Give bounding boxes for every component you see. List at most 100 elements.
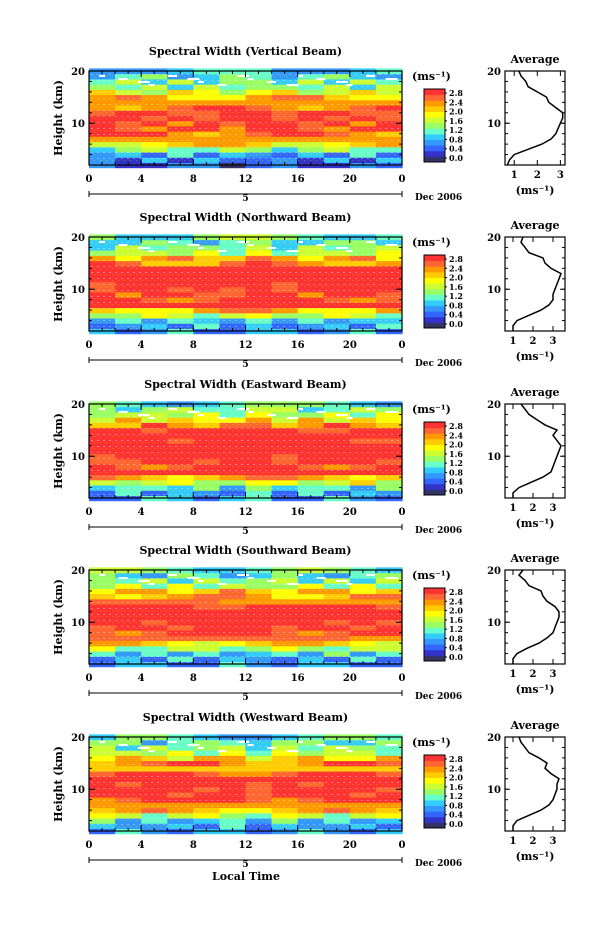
colorbar-swatch [424,805,445,812]
average-frame [504,70,566,166]
missing-data [316,744,326,746]
colorbar [424,422,445,496]
x-tick-label: 20 [343,340,357,351]
x-tick-label: 0 [399,507,406,518]
colorbar-swatch [424,288,445,295]
heatmap-texture [89,737,402,831]
colorbar-tick-label: 2.4 [449,763,463,773]
colorbar-swatch [424,649,445,656]
missing-data [148,583,155,585]
missing-data [336,414,348,416]
missing-data [366,408,375,410]
colorbar-tick-label: 2.8 [449,587,463,597]
average-unit: (ms⁻¹) [516,683,555,696]
missing-data [336,747,348,749]
panel-title: Spectral Width (Vertical Beam) [149,45,342,58]
missing-data [366,741,375,743]
average-x-tick-label: 3 [550,503,557,514]
y-tick-label: 20 [71,233,85,244]
y-axis-label: Height (km) [52,579,65,655]
average-x-tick-label: 2 [534,170,541,181]
y-tick-label: 20 [71,67,85,78]
colorbar-tick-label: 1.2 [449,458,463,468]
missing-data [297,741,303,743]
colorbar-swatch [424,760,445,767]
x-tick-label: 12 [239,340,253,351]
colorbar-swatch [424,627,445,634]
colorbar-swatch [424,156,445,163]
x-tick-label: 16 [291,507,305,518]
colorbar-swatch [424,111,445,118]
colorbar-swatch [424,632,445,640]
colorbar-swatch [424,139,445,146]
missing-data [247,577,254,579]
missing-data [267,747,276,749]
heatmap-texture [89,237,402,331]
average-y-tick-label: 20 [487,566,501,577]
x-tick-label: 4 [138,174,145,185]
missing-data [237,75,249,77]
x-tick-label: 20 [343,840,357,851]
colorbar-unit: (ms⁻¹) [412,736,451,749]
colorbar-swatch [424,117,445,124]
y-tick-label: 10 [71,452,85,463]
x-tick-label: 0 [86,673,93,684]
y-tick-label: 20 [71,733,85,744]
average-profile-line [512,236,562,331]
colorbar-swatch [424,100,445,107]
average-x-tick-label: 2 [530,836,537,847]
panel-1: Spectral Width (Vertical Beam)1020Height… [52,45,566,204]
colorbar-swatch [424,128,445,135]
average-x-tick-label: 2 [530,669,537,680]
missing-data [346,583,353,585]
colorbar-unit: (ms⁻¹) [412,70,451,83]
missing-data [346,417,353,419]
colorbar-swatch [424,455,445,462]
colorbar-swatch [424,588,445,595]
colorbar-tick-label: 2.8 [449,754,463,764]
missing-data [366,241,375,243]
colorbar-tick-label: 1.6 [449,116,463,126]
missing-data [267,580,276,582]
missing-data [187,78,200,80]
colorbar-swatch [424,311,445,318]
x-tick-label: 0 [86,507,93,518]
colorbar-frame [423,421,446,496]
x-tick-label: 12 [239,507,253,518]
colorbar-tick-label: 2.0 [449,440,463,450]
colorbar-swatch [424,461,445,468]
average-x-tick-label: 1 [511,170,518,181]
colorbar-swatch [424,299,445,307]
colorbar-tick-label: 2.4 [449,97,463,107]
missing-data [198,580,204,582]
missing-data [316,244,326,246]
missing-data [138,580,150,582]
colorbar-frame [423,88,446,163]
colorbar-tick-label: 0.4 [449,310,463,320]
missing-data [168,574,177,576]
average-y-tick-label: 20 [487,67,501,78]
date-label: Dec 2006 [415,526,462,536]
missing-data [336,580,348,582]
average-profile-line [506,70,564,166]
average-y-tick-label: 10 [487,618,501,629]
average-x-tick-label: 3 [557,170,564,181]
x-tick-label: 20 [343,507,357,518]
x-tick-label: 4 [138,840,145,851]
average-y-tick-label: 10 [487,119,501,130]
missing-data [385,411,398,413]
missing-data [316,577,326,579]
y-tick-label: 10 [71,785,85,796]
average-frame [504,736,566,832]
average-x-tick-label: 3 [550,836,557,847]
x-tick-label: 8 [190,507,197,518]
x-tick-label: 4 [138,507,145,518]
x-tick-label: 20 [343,673,357,684]
panel-4: Spectral Width (Southward Beam)1020Heigh… [52,544,566,703]
missing-data [148,84,155,86]
missing-data [297,75,303,77]
colorbar-swatch [424,427,445,434]
colorbar-tick-label: 0.8 [449,800,463,810]
missing-data [118,244,128,246]
